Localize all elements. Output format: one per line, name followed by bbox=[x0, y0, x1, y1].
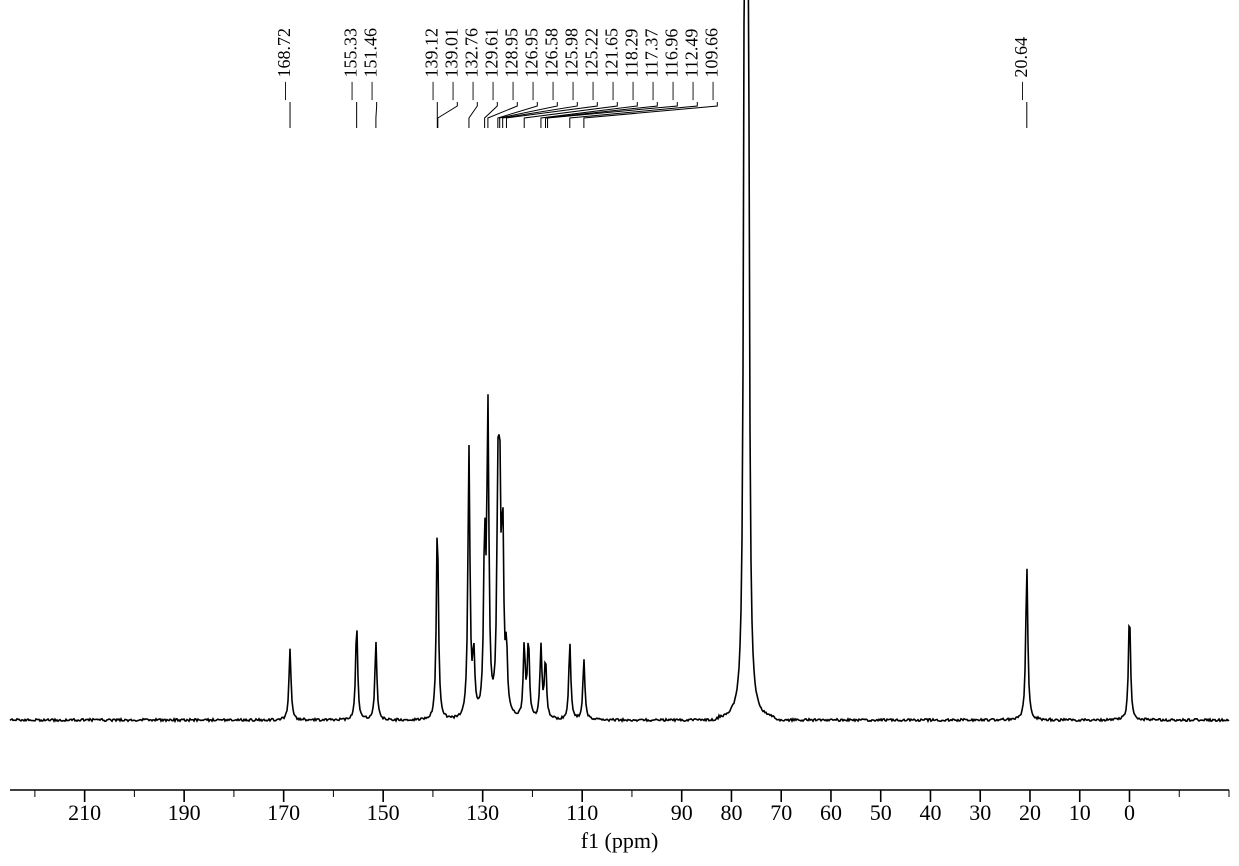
peak-label: — 126.58 bbox=[541, 28, 561, 101]
x-axis-tick-label: 90 bbox=[671, 800, 693, 825]
peak-label: — 129.61 bbox=[481, 28, 501, 101]
x-axis-tick-label: 0 bbox=[1124, 800, 1135, 825]
peak-label-leader bbox=[469, 102, 477, 128]
x-axis-tick-label: 40 bbox=[919, 800, 941, 825]
x-axis-tick-label: 60 bbox=[820, 800, 842, 825]
peak-label: — 126.95 bbox=[521, 28, 541, 101]
x-axis-tick-label: 130 bbox=[466, 800, 499, 825]
peak-label: — 139.01 bbox=[441, 28, 461, 101]
peak-label: — 168.72 bbox=[274, 28, 294, 101]
x-axis-tick-label: 30 bbox=[969, 800, 991, 825]
peak-label: — 151.46 bbox=[361, 28, 381, 101]
peak-label: — 121.65 bbox=[601, 28, 621, 101]
peak-label: — 155.33 bbox=[341, 28, 361, 101]
peak-label: — 128.95 bbox=[501, 28, 521, 101]
x-axis-tick-label: 110 bbox=[566, 800, 598, 825]
x-axis-tick-label: 80 bbox=[720, 800, 742, 825]
x-axis-tick-label: 70 bbox=[770, 800, 792, 825]
peak-label-leader bbox=[438, 102, 457, 128]
x-axis-tick-label: 210 bbox=[68, 800, 101, 825]
peak-label: — 125.22 bbox=[581, 28, 601, 101]
spectrum-svg: 210 190 170 150 130 110 90 80 70 60 50 40 30 20 10 0 f1 … bbox=[0, 0, 1239, 866]
nmr-spectrum-chart: 210 190 170 150 130 110 90 80 70 60 50 40 30 20 10 0 f1 … bbox=[0, 0, 1239, 866]
x-axis-tick-label: 190 bbox=[168, 800, 201, 825]
x-axis-tick-label: 50 bbox=[870, 800, 892, 825]
peak-label-leader bbox=[376, 102, 377, 128]
x-axis-tick-label: 170 bbox=[267, 800, 300, 825]
x-axis-tick-label: 10 bbox=[1069, 800, 1091, 825]
peak-label: — 112.49 bbox=[681, 29, 701, 101]
peak-label: — 109.66 bbox=[701, 28, 721, 101]
peak-label: — 20.64 bbox=[1011, 37, 1031, 101]
peak-label-leader bbox=[570, 102, 698, 128]
x-axis-tick-label: 20 bbox=[1019, 800, 1041, 825]
peak-label: — 118.29 bbox=[621, 29, 641, 101]
x-axis-tick-label: 150 bbox=[367, 800, 400, 825]
peak-label: — 139.12 bbox=[421, 28, 441, 101]
peak-label: — 132.76 bbox=[461, 28, 481, 101]
peak-label: — 117.37 bbox=[641, 29, 661, 101]
peak-label: — 125.98 bbox=[561, 28, 581, 101]
x-axis-title: f1 (ppm) bbox=[581, 828, 659, 853]
peak-label: — 116.96 bbox=[661, 29, 681, 101]
